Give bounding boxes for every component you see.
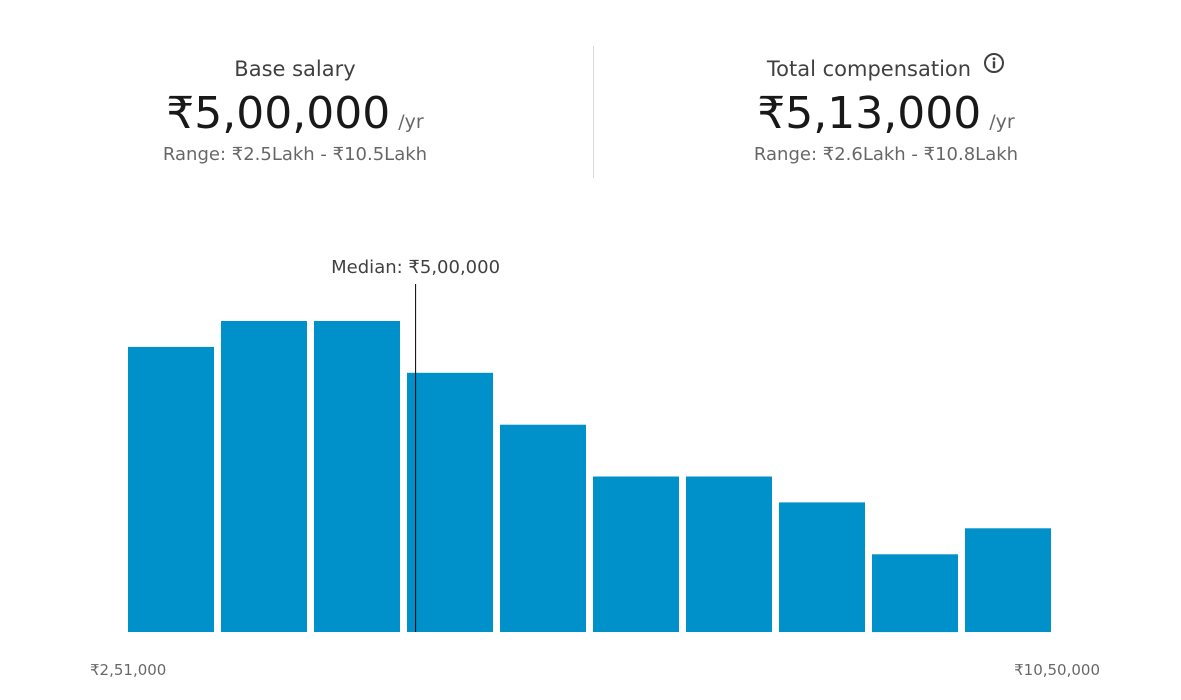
- total-compensation-amount-row: ₹5,13,000/yr: [591, 88, 1181, 140]
- histogram-bar[interactable]: [500, 424, 586, 632]
- total-compensation-title-row: Total compensation: [591, 52, 1181, 86]
- median-label: Median: ₹5,00,000: [331, 257, 500, 278]
- base-salary-panel: Base salary ₹5,00,000/yr Range: ₹2.5Lakh…: [0, 52, 590, 168]
- base-salary-amount: ₹5,00,000: [166, 88, 391, 139]
- x-axis-max-label: ₹10,50,000: [1014, 661, 1100, 679]
- total-compensation-unit: /yr: [989, 111, 1015, 133]
- histogram-bar[interactable]: [593, 476, 679, 633]
- base-salary-range: Range: ₹2.5Lakh - ₹10.5Lakh: [162, 144, 428, 165]
- histogram-bar[interactable]: [221, 321, 307, 632]
- base-salary-amount-row: ₹5,00,000/yr: [0, 88, 590, 140]
- total-compensation-panel: Total compensation ₹5,13,000/yr Range: ₹…: [591, 52, 1181, 168]
- histogram-bar[interactable]: [872, 554, 958, 633]
- total-compensation-title: Total compensation: [766, 57, 972, 81]
- total-compensation-amount: ₹5,13,000: [757, 88, 982, 139]
- total-compensation-range: Range: ₹2.6Lakh - ₹10.8Lakh: [753, 144, 1019, 165]
- histogram-bar[interactable]: [686, 476, 772, 633]
- base-salary-unit: /yr: [398, 111, 424, 133]
- summary-divider: [593, 46, 594, 178]
- histogram-bar[interactable]: [314, 321, 400, 632]
- histogram-bars: [128, 321, 1051, 633]
- histogram-bar[interactable]: [407, 372, 493, 632]
- histogram-bar[interactable]: [128, 346, 214, 632]
- base-salary-title: Base salary: [234, 57, 356, 81]
- info-icon[interactable]: [983, 50, 1005, 84]
- histogram-bar[interactable]: [779, 502, 865, 632]
- x-axis-min-label: ₹2,51,000: [90, 661, 166, 679]
- histogram-bar[interactable]: [965, 528, 1051, 632]
- salary-summary: Base salary ₹5,00,000/yr Range: ₹2.5Lakh…: [0, 0, 1181, 200]
